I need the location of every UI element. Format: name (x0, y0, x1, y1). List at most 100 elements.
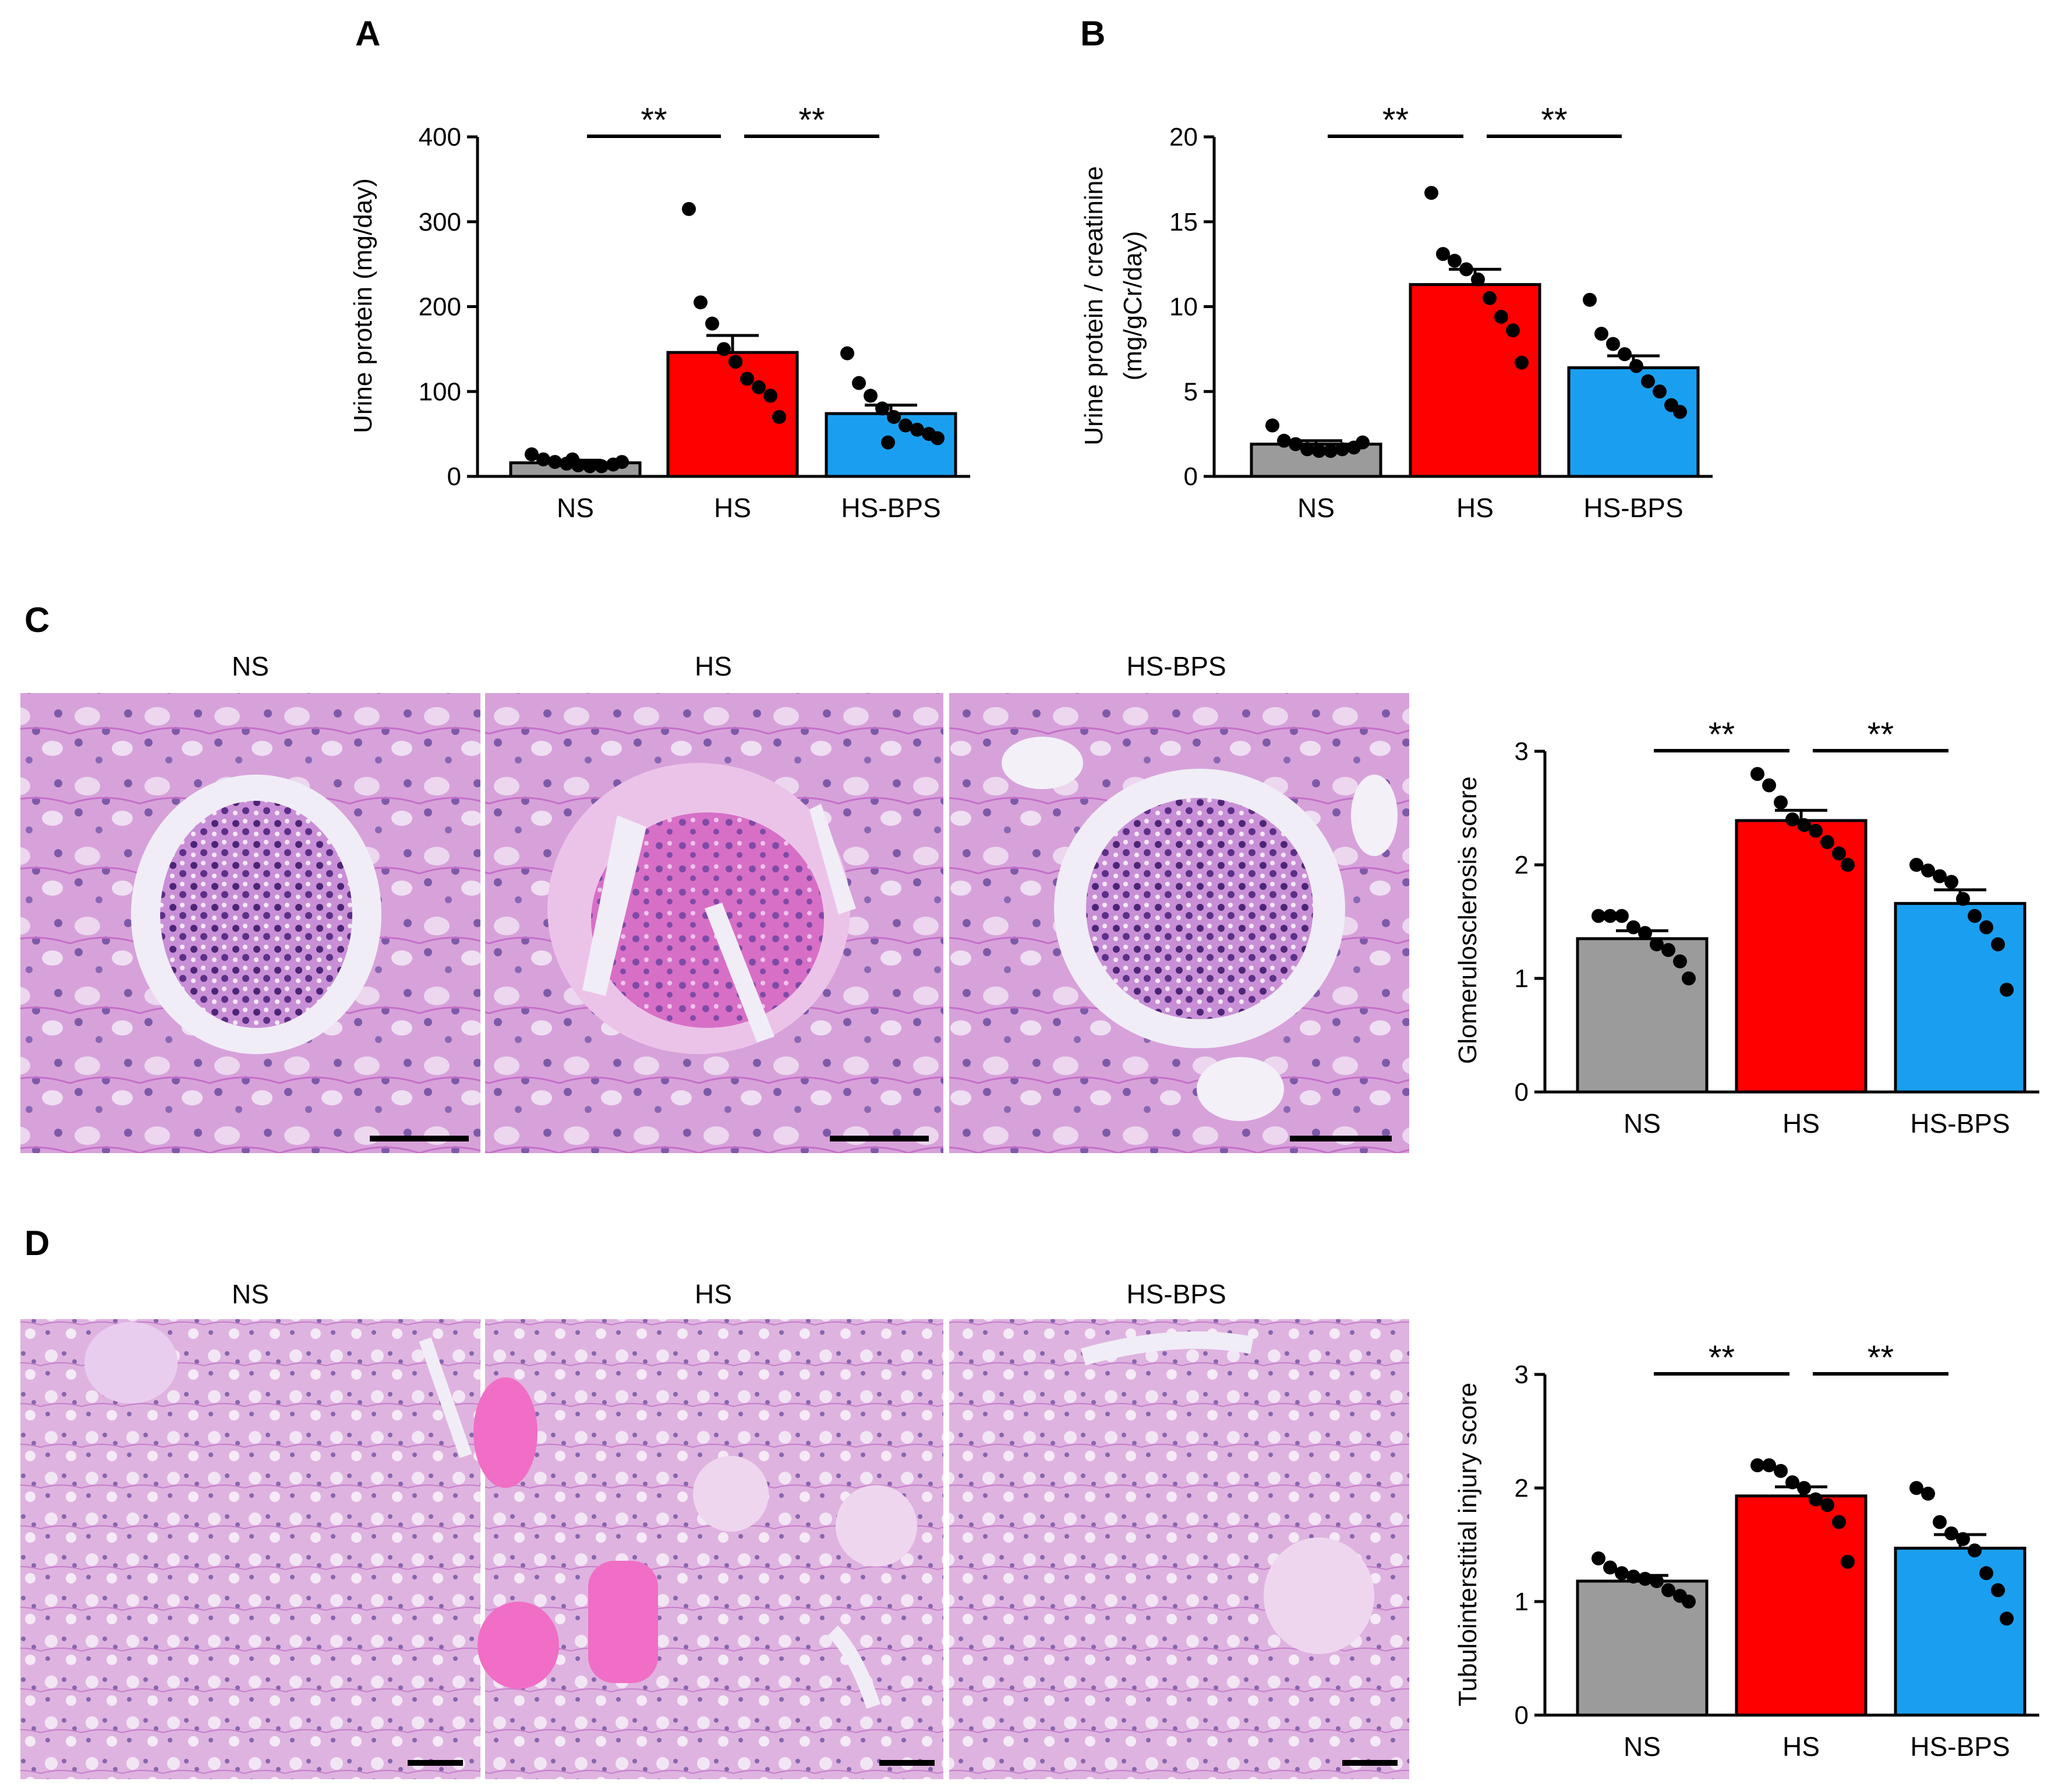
data-point (1682, 971, 1696, 985)
data-point (1312, 444, 1326, 458)
data-point (1606, 337, 1620, 351)
scale-bar (408, 1760, 463, 1766)
data-point (1909, 858, 1923, 872)
data-point (1944, 1526, 1958, 1540)
data-point (1618, 347, 1632, 362)
scale-bar (1290, 1136, 1392, 1141)
data-point (1626, 920, 1640, 935)
micrograph-d-hs-bps (949, 1319, 1409, 1779)
y-tick-label: 300 (419, 208, 461, 236)
y-tick-label: 1 (1515, 1588, 1529, 1616)
data-point (1991, 937, 2005, 952)
category-label-hs-bps: HS-BPS (1910, 1108, 2010, 1139)
data-point (2000, 982, 2014, 997)
category-label-ns: NS (1624, 1731, 1661, 1762)
data-point (1991, 1583, 2005, 1597)
significance-label: ** (1541, 101, 1567, 139)
scale-bar (370, 1136, 469, 1141)
data-point (1797, 1481, 1811, 1495)
bar-hs-bps (1567, 366, 1700, 478)
chart-urine-protein-creatinine: NS HS HS-BPS 0 5 10 15 20 Urine protein / creati… (1080, 101, 1713, 523)
data-point (1820, 1498, 1834, 1512)
data-point (1968, 909, 1982, 923)
significance-label: ** (798, 101, 825, 139)
data-point (1626, 1570, 1640, 1584)
data-point (899, 418, 913, 433)
micrograph-label-d-ns: NS (232, 1279, 269, 1309)
bar-hs-bps (1894, 902, 2026, 1094)
data-point (1289, 437, 1303, 451)
data-point (548, 455, 562, 469)
data-point (1483, 291, 1497, 305)
data-point (682, 202, 696, 216)
category-label-hs: HS (1782, 1108, 1820, 1139)
data-point (1661, 943, 1675, 957)
data-point (1615, 1566, 1629, 1581)
y-tick-label: 200 (419, 293, 461, 321)
data-point (1832, 846, 1846, 861)
y-axis-label: Urine protein (mg/day) (349, 178, 377, 433)
data-point (1750, 767, 1764, 781)
data-point (1750, 1458, 1764, 1472)
bar-hs-bps (1894, 1546, 2026, 1717)
micrograph-label-c-hs: HS (695, 651, 732, 681)
data-point (1979, 1566, 1993, 1581)
data-point (705, 316, 719, 331)
chart-tubulointerstitial-injury-score: NS HS HS-BPS 0 1 2 3 Tubulointerstitial injury … (1453, 1339, 2039, 1762)
y-axis-label: Glomerulosclerosis score (1453, 776, 1482, 1064)
data-point (1956, 1532, 1970, 1546)
scale-bar (1342, 1760, 1398, 1766)
y-tick-label: 20 (1169, 123, 1198, 151)
data-point (595, 459, 609, 473)
y-tick-label: 100 (419, 377, 461, 406)
data-point (1459, 262, 1473, 277)
data-point (1324, 444, 1338, 458)
data-point (1641, 374, 1655, 388)
category-label-ns: NS (557, 493, 594, 523)
scale-bar (879, 1760, 935, 1766)
chart-glomerulosclerosis-score: NS HS HS-BPS 0 1 2 3 Glomerulosclerosis score **… (1453, 716, 2039, 1139)
data-point (1591, 909, 1605, 923)
panel-letter-c: C (24, 600, 49, 639)
y-tick-label: 0 (1515, 1078, 1529, 1107)
category-label-hs: HS (714, 493, 751, 523)
data-point (1650, 1574, 1664, 1588)
data-point (852, 376, 866, 390)
data-point (1762, 1458, 1776, 1472)
data-point (1785, 812, 1799, 826)
category-label-ns: NS (1624, 1108, 1661, 1139)
y-axis-label: Tubulointerstitial injury score (1453, 1383, 1482, 1706)
data-point (1774, 795, 1788, 810)
y-tick-label: 5 (1184, 377, 1198, 406)
y-tick-label: 0 (447, 462, 461, 491)
category-label-hs-bps: HS-BPS (1583, 493, 1683, 523)
data-point (1820, 835, 1834, 849)
data-point (1774, 1464, 1788, 1478)
y-axis-label-line2: (mg/gCr/day) (1119, 231, 1147, 381)
data-point (583, 459, 597, 473)
data-point (1832, 1515, 1846, 1529)
data-point (1933, 1515, 1947, 1529)
data-point (910, 422, 924, 437)
significance-label: ** (1709, 1339, 1735, 1377)
micrograph-d-hs (473, 1319, 943, 1779)
y-tick-label: 3 (1515, 1360, 1529, 1389)
bar-hs (1409, 283, 1541, 478)
data-point (1300, 442, 1314, 457)
data-point (1841, 858, 1855, 872)
data-point (1471, 272, 1485, 287)
data-point (615, 455, 629, 469)
scale-bar (830, 1136, 929, 1141)
chart-urine-protein: NS HS HS-BPS 0 100 200 300 400 Urine protein (mg… (349, 101, 970, 523)
data-point (1335, 442, 1349, 457)
data-point (2000, 1611, 2014, 1626)
data-point (1615, 909, 1629, 923)
micrograph-c-ns (20, 693, 480, 1153)
micrograph-label-c-ns: NS (232, 651, 269, 681)
data-point (875, 401, 889, 416)
data-point (1956, 892, 1970, 906)
data-point (1968, 1543, 1982, 1558)
data-point (1909, 1481, 1923, 1495)
y-tick-label: 2 (1515, 1474, 1529, 1503)
